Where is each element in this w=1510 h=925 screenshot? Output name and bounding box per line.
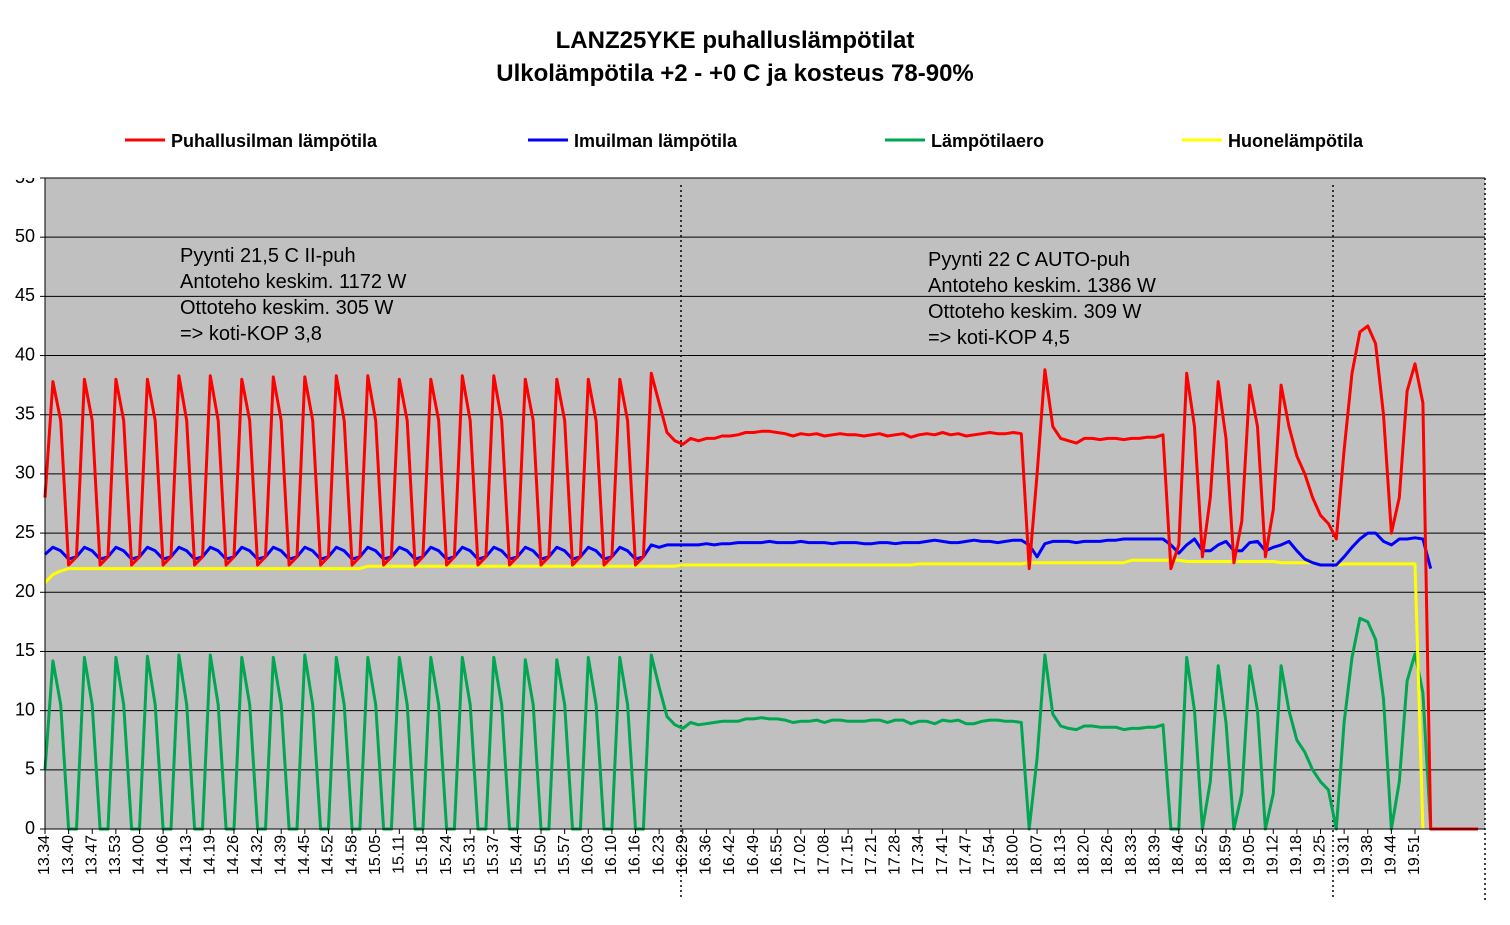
annotation-line: Pyynti 22 C AUTO-puh [928,249,1130,271]
annotations: Pyynti 21,5 C II-puh Antoteho keskim. 117… [180,245,1156,349]
x-tick-label: 16.42 [721,835,738,875]
x-tick-label: 19.51 [1406,835,1423,875]
y-tick-label: 20 [15,581,35,601]
y-tick-label: 50 [15,226,35,246]
x-tick-label: 19.18 [1288,835,1305,875]
x-tick-label: 13.53 [107,835,124,875]
y-tick-label: 40 [15,344,35,364]
annotation-line: Antoteho keskim. 1172 W [180,271,407,293]
x-tick-label: 17.21 [863,835,880,875]
x-tick-label: 14.06 [154,835,171,875]
x-tick-label: 15.44 [509,835,526,875]
x-tick-label: 15.11 [391,835,408,874]
x-tick-label: 15.18 [414,835,431,875]
x-tick-label: 14.13 [178,835,195,875]
series-line [43,531,1433,569]
x-tick-label: 17.28 [887,835,904,875]
x-tick-label: 18.59 [1217,835,1234,875]
y-tick-label: 5 [25,759,35,779]
y-tick-label: 25 [15,522,35,542]
x-tick-label: 15.37 [485,835,502,875]
x-tick-label: 16.10 [603,835,620,875]
x-tick-label: 17.02 [792,835,809,875]
x-tick-label: 13.47 [83,835,100,875]
x-tick-label: 16.03 [579,835,596,875]
x-tick-label: 15.24 [438,835,455,875]
x-tick-label: 14.26 [225,835,242,875]
x-tick-label: 17.47 [957,835,974,875]
x-tick-label: 18.20 [1076,835,1093,875]
series-line [43,616,1478,831]
y-tick-label: 45 [15,285,35,305]
x-tick-label: 16.49 [745,835,762,875]
x-tick-label: 13.34 [36,835,53,875]
annotation-line: Pyynti 21,5 C II-puh [180,245,356,267]
x-tick-label: 16.55 [768,835,785,875]
x-tick-label: 13.40 [60,835,77,875]
x-tick-label: 16.23 [650,835,667,875]
annotation-line: => koti-KOP 3,8 [180,323,322,345]
x-tick-label: 18.46 [1170,835,1187,875]
x-axis-labels: 13.34 13.40 13.47 13.53 14.00 14.06 14.13 14.19… [36,829,1423,875]
series-lines [43,324,1478,831]
x-tick-label: 17.15 [839,835,856,875]
legend-label: Puhallusilman lämpötila [171,131,378,151]
x-tick-label: 14.32 [249,835,266,875]
x-tick-label: 16.29 [674,835,691,875]
x-tick-label: 19.31 [1335,835,1352,875]
x-tick-label: 19.05 [1241,835,1258,875]
x-tick-label: 14.58 [343,835,360,875]
x-tick-label: 16.36 [698,835,715,875]
x-tick-label: 16.16 [627,835,644,875]
legend: Puhallusilman lämpötila Imuilman lämpötil… [125,131,1364,151]
x-tick-label: 18.13 [1052,835,1069,875]
x-tick-label: 15.05 [367,835,384,875]
x-tick-label: 17.08 [816,835,833,875]
x-tick-label: 18.07 [1028,835,1045,875]
axis-labels: 0 5 10 15 20 25 30 35 40 45 50 55 [15,167,35,838]
y-tick-label: 10 [15,699,35,719]
x-tick-label: 18.00 [1005,835,1022,875]
y-tick-label: 55 [15,167,35,187]
annotation-line: Antoteho keskim. 1386 W [928,275,1156,297]
x-tick-label: 18.26 [1099,835,1116,875]
x-tick-label: 17.41 [934,835,951,875]
chart-subtitle: Ulkolämpötila +2 - +0 C ja kosteus 78-90… [496,60,974,87]
x-tick-label: 19.44 [1383,835,1400,875]
annotation-line: Ottoteho keskim. 309 W [928,301,1142,323]
x-tick-label: 14.19 [202,835,219,875]
x-tick-label: 19.25 [1312,835,1329,875]
x-tick-label: 18.33 [1123,835,1140,875]
x-tick-label: 15.50 [532,835,549,875]
x-tick-label: 15.31 [461,835,478,875]
series-line [43,324,1478,831]
x-tick-label: 18.39 [1146,835,1163,875]
y-tick-label: 35 [15,403,35,423]
chart-title: LANZ25YKE puhalluslämpötilat [556,27,915,54]
x-tick-label: 17.34 [910,835,927,875]
series-line [43,558,1425,830]
annotation-line: Ottoteho keskim. 305 W [180,297,394,319]
x-tick-label: 19.12 [1264,835,1281,875]
legend-label: Lämpötilaero [931,131,1044,151]
x-tick-label: 18.52 [1194,835,1211,875]
y-tick-label: 15 [15,640,35,660]
x-tick-label: 17.54 [981,835,998,875]
x-tick-label: 14.39 [272,835,289,875]
annotation-line: => koti-KOP 4,5 [928,327,1070,349]
x-tick-label: 19.38 [1359,835,1376,875]
x-tick-label: 14.45 [296,835,313,875]
y-tick-label: 30 [15,463,35,483]
x-tick-label: 14.52 [320,835,337,875]
x-tick-label: 15.57 [556,835,573,875]
legend-label: Huonelämpötila [1228,131,1364,151]
x-tick-label: 14.00 [131,835,148,875]
legend-label: Imuilman lämpötila [574,131,738,151]
y-tick-label: 0 [25,818,35,838]
